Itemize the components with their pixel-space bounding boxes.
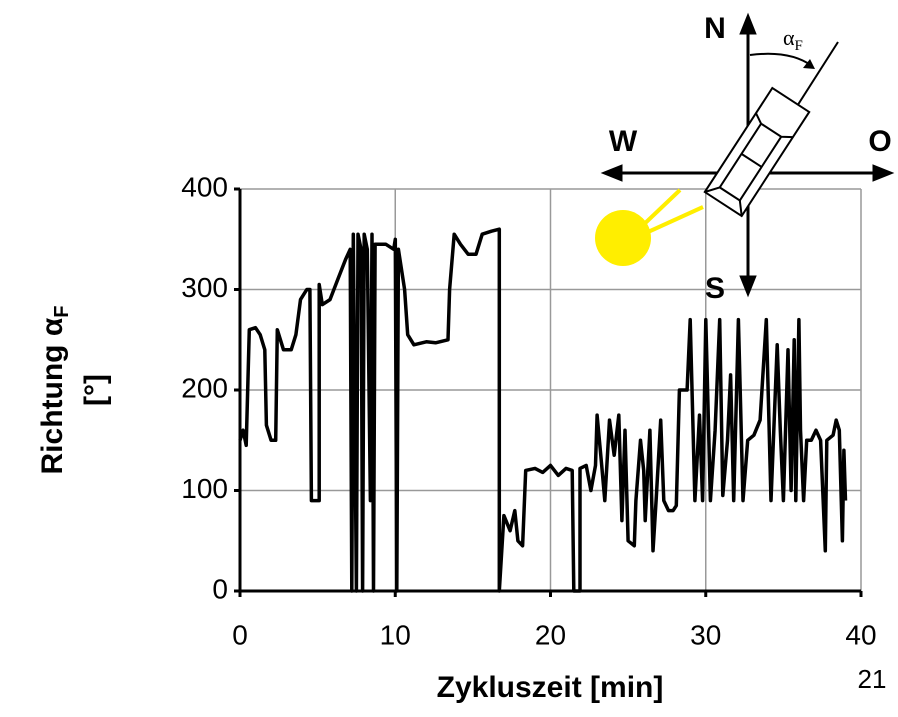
angle-symbol: α bbox=[783, 25, 795, 50]
x-tick-label: 10 bbox=[380, 619, 411, 650]
vehicle bbox=[703, 86, 811, 218]
y-tick-label: 100 bbox=[181, 473, 228, 504]
x-tick-label: 0 bbox=[232, 619, 248, 650]
sun-ray bbox=[647, 205, 704, 234]
page-number: 21 bbox=[858, 664, 887, 694]
compass-n: N bbox=[704, 12, 726, 45]
sun-disc bbox=[595, 210, 651, 266]
y-axis-label-sub: F bbox=[51, 306, 73, 318]
angle-label: αF bbox=[783, 25, 803, 54]
angle-sub: F bbox=[795, 38, 803, 54]
arrow-s bbox=[739, 275, 757, 298]
y-tick-label: 400 bbox=[181, 171, 228, 202]
compass bbox=[600, 12, 895, 298]
data-line bbox=[238, 227, 848, 593]
sun-ray bbox=[638, 188, 682, 230]
compass-s: S bbox=[705, 272, 725, 305]
compass-o: O bbox=[868, 125, 891, 158]
arrow-n bbox=[739, 12, 757, 35]
y-axis-unit: [°] bbox=[79, 374, 112, 406]
y-tick-label: 0 bbox=[212, 573, 228, 604]
y-axis-label-main: Richtung α bbox=[36, 317, 69, 474]
y-axis-label: Richtung αF bbox=[36, 306, 73, 475]
sun bbox=[595, 188, 704, 266]
y-tick-label: 200 bbox=[181, 372, 228, 403]
arrow-e bbox=[872, 164, 895, 182]
x-tick-label: 30 bbox=[690, 619, 721, 650]
plot-area: 0 100 200 300 400 0 10 20 30 40 bbox=[181, 171, 876, 650]
angle-arrow bbox=[803, 59, 815, 69]
x-axis-label: Zykluszeit [min] bbox=[437, 671, 664, 704]
y-tick-label: 300 bbox=[181, 272, 228, 303]
x-tick-label: 40 bbox=[845, 619, 876, 650]
x-tick-label: 20 bbox=[535, 619, 566, 650]
angle-arc bbox=[749, 52, 813, 67]
compass-w: W bbox=[609, 125, 638, 158]
arrow-w bbox=[600, 164, 623, 182]
